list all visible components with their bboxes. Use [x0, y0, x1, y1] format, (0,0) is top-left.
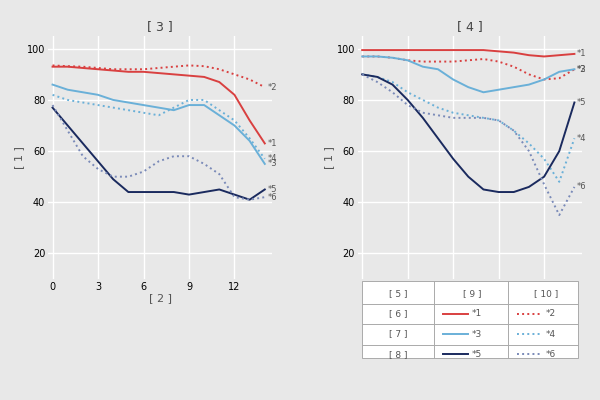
Text: [ 8 ]: [ 8 ]: [389, 350, 407, 359]
Text: *5: *5: [268, 185, 277, 194]
Text: *4: *4: [546, 330, 556, 338]
Text: *6: *6: [546, 350, 556, 359]
Text: *3: *3: [577, 65, 587, 74]
Text: *2: *2: [268, 83, 277, 92]
Title: [ 3 ]: [ 3 ]: [148, 20, 173, 34]
Text: *1: *1: [472, 309, 482, 318]
Y-axis label: [ 1 ]: [ 1 ]: [323, 146, 334, 169]
Y-axis label: [ 1 ]: [ 1 ]: [14, 146, 24, 169]
Text: [ 6 ]: [ 6 ]: [389, 309, 407, 318]
Text: *1: *1: [577, 50, 587, 58]
Text: *4: *4: [268, 154, 277, 163]
Text: *2: *2: [577, 65, 587, 74]
Text: *6: *6: [577, 182, 587, 192]
Text: *2: *2: [546, 309, 556, 318]
Text: [ 10 ]: [ 10 ]: [534, 289, 558, 298]
Text: [ 9 ]: [ 9 ]: [463, 289, 481, 298]
Text: *5: *5: [472, 350, 482, 359]
Text: *5: *5: [577, 98, 587, 107]
Text: *4: *4: [577, 134, 587, 143]
Text: *6: *6: [268, 193, 277, 202]
X-axis label: [ 2 ]: [ 2 ]: [458, 293, 481, 303]
Text: *1: *1: [268, 139, 277, 148]
Title: [ 4 ]: [ 4 ]: [457, 20, 482, 34]
Text: [ 5 ]: [ 5 ]: [389, 289, 407, 298]
FancyBboxPatch shape: [362, 281, 578, 358]
Text: *3: *3: [472, 330, 482, 338]
Text: [ 7 ]: [ 7 ]: [389, 330, 407, 338]
Text: *3: *3: [268, 159, 277, 168]
X-axis label: [ 2 ]: [ 2 ]: [149, 293, 172, 303]
